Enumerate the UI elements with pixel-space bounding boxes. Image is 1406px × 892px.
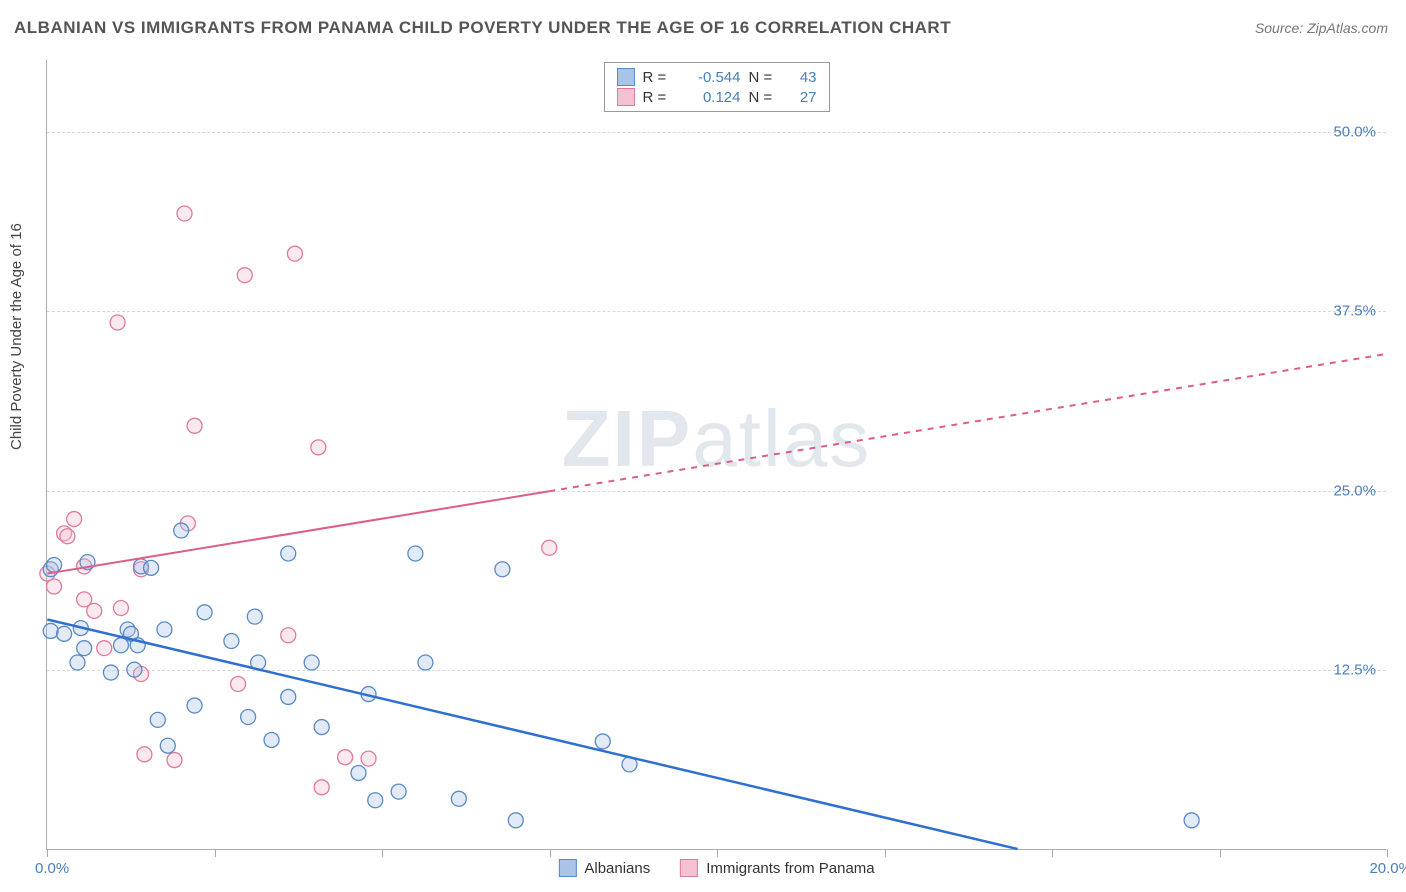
x-tick-mark xyxy=(1052,849,1053,857)
data-point xyxy=(231,677,246,692)
r-value-0: -0.544 xyxy=(681,69,741,86)
data-point xyxy=(144,560,159,575)
data-point xyxy=(160,738,175,753)
data-point xyxy=(187,698,202,713)
x-tick-mark xyxy=(717,849,718,857)
data-point xyxy=(281,628,296,643)
data-point xyxy=(1184,813,1199,828)
source-attribution: Source: ZipAtlas.com xyxy=(1255,20,1388,36)
n-value-1: 27 xyxy=(787,89,817,106)
legend-swatch-panama xyxy=(617,88,635,106)
x-tick-mark xyxy=(47,849,48,857)
data-point xyxy=(150,712,165,727)
x-tick-mark xyxy=(550,849,551,857)
data-point xyxy=(311,440,326,455)
x-tick-mark xyxy=(885,849,886,857)
data-point xyxy=(177,206,192,221)
r-label: R = xyxy=(643,69,673,86)
n-label: N = xyxy=(749,69,779,86)
chart-container: ALBANIAN VS IMMIGRANTS FROM PANAMA CHILD… xyxy=(0,0,1406,892)
data-point xyxy=(113,601,128,616)
data-point xyxy=(77,641,92,656)
data-point xyxy=(167,753,182,768)
data-point xyxy=(418,655,433,670)
data-point xyxy=(97,641,112,656)
series-legend-item-0: Albanians xyxy=(558,859,650,877)
series-legend: Albanians Immigrants from Panama xyxy=(558,859,874,877)
data-point xyxy=(508,813,523,828)
legend-swatch-albanians xyxy=(617,68,635,86)
chart-title: ALBANIAN VS IMMIGRANTS FROM PANAMA CHILD… xyxy=(14,18,951,38)
correlation-legend-row-1: R = 0.124 N = 27 xyxy=(617,87,817,107)
data-point xyxy=(47,579,62,594)
data-point xyxy=(408,546,423,561)
data-point xyxy=(304,655,319,670)
trend-line xyxy=(47,619,1017,849)
data-point xyxy=(103,665,118,680)
data-point xyxy=(187,418,202,433)
data-point xyxy=(43,623,58,638)
data-point xyxy=(110,315,125,330)
data-point xyxy=(391,784,406,799)
x-tick-mark xyxy=(1220,849,1221,857)
trend-line xyxy=(549,354,1385,491)
source-prefix: Source: xyxy=(1255,20,1307,36)
data-point xyxy=(67,512,82,527)
data-point xyxy=(60,529,75,544)
data-point xyxy=(281,689,296,704)
series-label-0: Albanians xyxy=(584,860,650,877)
data-point xyxy=(451,791,466,806)
r-value-1: 0.124 xyxy=(681,89,741,106)
data-point xyxy=(361,751,376,766)
scatter-plot-svg xyxy=(47,60,1386,849)
correlation-legend: R = -0.544 N = 43 R = 0.124 N = 27 xyxy=(604,62,830,112)
data-point xyxy=(224,634,239,649)
data-point xyxy=(542,540,557,555)
data-point xyxy=(314,720,329,735)
r-label: R = xyxy=(643,89,673,106)
source-name: ZipAtlas.com xyxy=(1307,20,1388,36)
plot-area: 12.5%25.0%37.5%50.0% ZIPatlas R = -0.544… xyxy=(46,60,1386,850)
data-point xyxy=(47,557,62,572)
data-point xyxy=(351,765,366,780)
x-tick-mark xyxy=(1387,849,1388,857)
data-point xyxy=(247,609,262,624)
x-axis-end-label: 20.0% xyxy=(1369,860,1406,877)
data-point xyxy=(264,732,279,747)
data-point xyxy=(368,793,383,808)
x-tick-mark xyxy=(215,849,216,857)
n-value-0: 43 xyxy=(787,69,817,86)
data-point xyxy=(314,780,329,795)
n-label: N = xyxy=(749,89,779,106)
series-legend-item-1: Immigrants from Panama xyxy=(680,859,874,877)
data-point xyxy=(87,603,102,618)
data-point xyxy=(287,246,302,261)
data-point xyxy=(70,655,85,670)
x-axis-start-label: 0.0% xyxy=(35,860,69,877)
data-point xyxy=(157,622,172,637)
legend-swatch-panama-icon xyxy=(680,859,698,877)
data-point xyxy=(127,662,142,677)
data-point xyxy=(174,523,189,538)
data-point xyxy=(495,562,510,577)
x-tick-mark xyxy=(382,849,383,857)
data-point xyxy=(338,750,353,765)
data-point xyxy=(137,747,152,762)
data-point xyxy=(57,626,72,641)
correlation-legend-row-0: R = -0.544 N = 43 xyxy=(617,67,817,87)
data-point xyxy=(281,546,296,561)
legend-swatch-albanians-icon xyxy=(558,859,576,877)
trend-line xyxy=(47,491,549,573)
series-label-1: Immigrants from Panama xyxy=(706,860,874,877)
data-point xyxy=(241,710,256,725)
y-axis-label: Child Poverty Under the Age of 16 xyxy=(8,223,25,450)
data-point xyxy=(197,605,212,620)
data-point xyxy=(595,734,610,749)
data-point xyxy=(237,268,252,283)
